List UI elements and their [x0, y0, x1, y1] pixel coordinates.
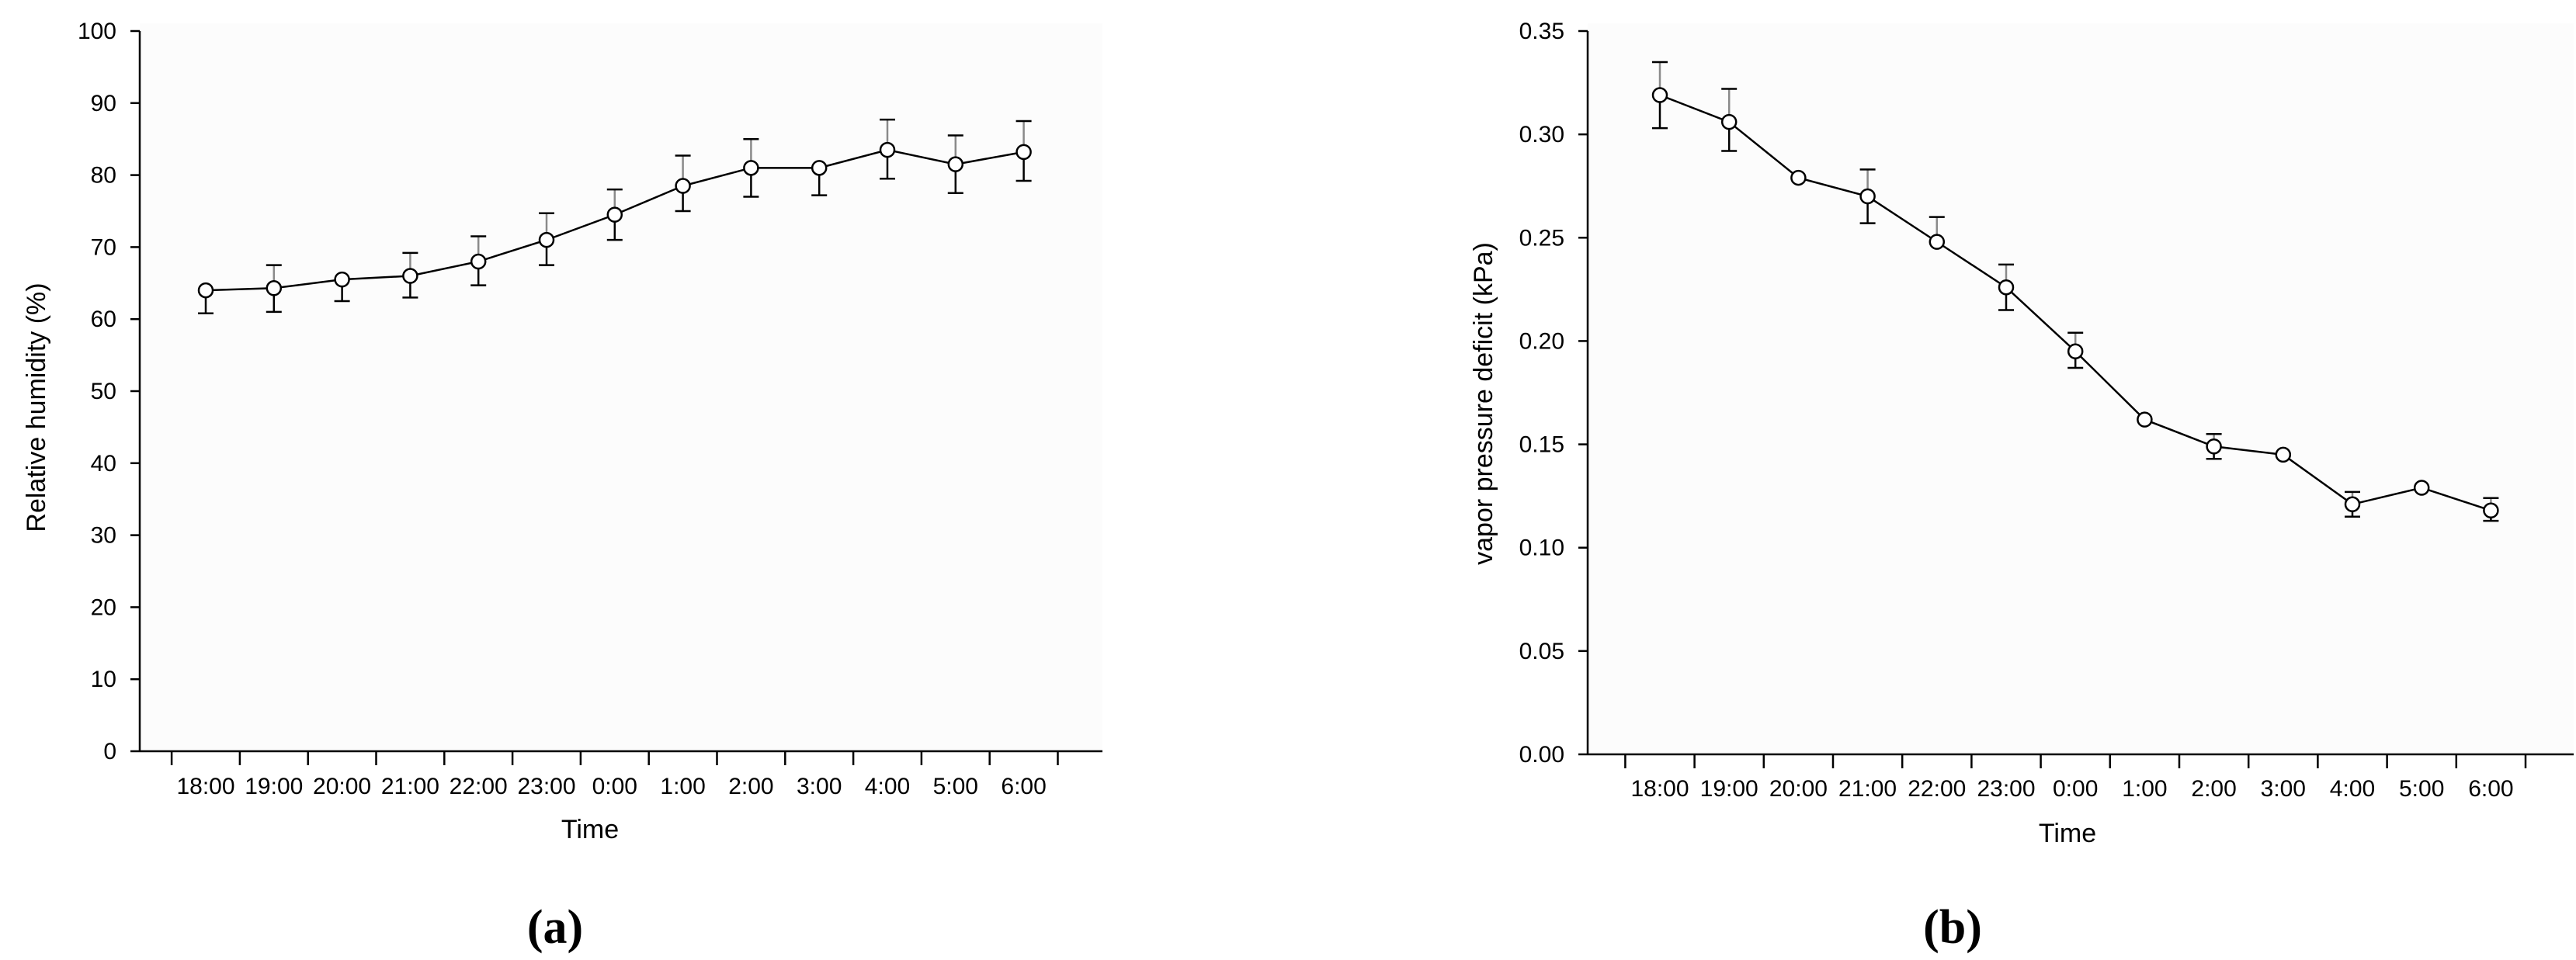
data-point-a: [197, 282, 214, 299]
data-point-b: [2067, 343, 2084, 359]
x-tick-label-b: 19:00: [1700, 776, 1758, 802]
data-point-a: [470, 253, 487, 270]
data-point-b: [2483, 502, 2499, 519]
data-point-b: [1859, 188, 1876, 205]
data-point-b: [1720, 113, 1738, 130]
y-tick-label-b: 0.20: [1519, 328, 1564, 354]
data-point-b: [2344, 496, 2361, 513]
x-tick-label-b: 23:00: [1977, 776, 2035, 802]
y-axis-title-a: Relative humidity (%): [22, 282, 51, 532]
y-tick-label-a: 50: [91, 379, 116, 404]
data-point-a: [879, 141, 896, 158]
data-point-b: [2413, 480, 2430, 496]
data-point-b: [2275, 446, 2292, 463]
x-tick-label-a: 1:00: [660, 774, 705, 799]
y-tick-label-a: 90: [91, 91, 116, 116]
data-point-b: [2137, 411, 2153, 428]
x-tick-label-a: 23:00: [517, 774, 575, 799]
data-point-a: [266, 280, 283, 296]
y-tick-label-a: 10: [91, 667, 116, 692]
x-tick-label-a: 18:00: [176, 774, 234, 799]
x-tick-label-b: 1:00: [2122, 776, 2167, 802]
data-point-b: [1651, 87, 1668, 103]
y-tick-label-a: 100: [78, 19, 116, 44]
plot-area-b: [1588, 23, 2574, 754]
plot-area-a: [140, 23, 1102, 751]
data-point-a: [538, 231, 555, 248]
x-tick-label-a: 6:00: [1001, 774, 1046, 799]
data-point-b: [2206, 438, 2222, 455]
x-axis-title-a: Time: [561, 815, 619, 844]
x-tick-label-a: 0:00: [592, 774, 637, 799]
panel-label-a: (a): [527, 901, 583, 954]
y-tick-label-a: 40: [91, 451, 116, 477]
x-tick-label-b: 18:00: [1630, 776, 1689, 802]
x-tick-label-b: 5:00: [2399, 776, 2444, 802]
x-tick-label-b: 6:00: [2468, 776, 2513, 802]
x-tick-label-b: 0:00: [2053, 776, 2098, 802]
data-point-a: [811, 160, 828, 176]
y-tick-label-a: 0: [103, 739, 116, 764]
y-tick-label-a: 30: [91, 523, 116, 549]
y-tick-label-b: 0.05: [1519, 639, 1564, 664]
y-tick-label-b: 0.10: [1519, 535, 1564, 561]
x-tick-label-a: 21:00: [381, 774, 439, 799]
x-tick-label-b: 22:00: [1908, 776, 1966, 802]
data-point-b: [1998, 279, 2015, 296]
data-point-b: [1790, 169, 1807, 186]
y-axis-title-b: vapor pressure deficit (kPa): [1469, 242, 1498, 565]
chart-panel-a: (a) Time Relative humidity (%) 0 10 20 30 40…: [22, 19, 1102, 954]
y-tick-label-a: 60: [91, 307, 116, 332]
x-tick-label-a: 4:00: [865, 774, 910, 799]
data-point-a: [402, 268, 418, 284]
y-tick-label-a: 20: [91, 594, 116, 620]
chart-panel-b: (b) Time vapor pressure deficit (kPa) 0.…: [1469, 19, 2574, 954]
data-point-a: [1015, 144, 1032, 161]
data-point-a: [334, 271, 350, 288]
data-point-a: [675, 178, 691, 194]
x-tick-label-a: 3:00: [797, 774, 842, 799]
y-tick-label-a: 70: [91, 234, 116, 260]
data-point-b: [1929, 234, 1946, 250]
data-point-a: [606, 206, 623, 223]
x-tick-label-b: 3:00: [2261, 776, 2306, 802]
x-tick-label-a: 2:00: [728, 774, 773, 799]
x-tick-label-b: 2:00: [2191, 776, 2236, 802]
x-tick-label-a: 5:00: [933, 774, 978, 799]
x-tick-label-b: 4:00: [2330, 776, 2375, 802]
panel-label-b: (b): [1923, 901, 1982, 954]
y-tick-label-b: 0.15: [1519, 432, 1564, 458]
y-tick-label-b: 0.30: [1519, 122, 1564, 147]
y-tick-label-b: 0.00: [1519, 742, 1564, 768]
x-tick-label-b: 20:00: [1769, 776, 1828, 802]
x-tick-label-a: 19:00: [245, 774, 303, 799]
x-tick-label-a: 22:00: [450, 774, 508, 799]
x-axis-title-b: Time: [2039, 819, 2096, 848]
data-point-a: [947, 156, 964, 172]
x-tick-label-b: 21:00: [1838, 776, 1897, 802]
y-tick-label-a: 80: [91, 163, 116, 189]
x-tick-label-a: 20:00: [313, 774, 371, 799]
y-tick-label-b: 0.25: [1519, 225, 1564, 251]
data-point-a: [743, 160, 759, 176]
y-tick-label-b: 0.35: [1519, 19, 1564, 44]
